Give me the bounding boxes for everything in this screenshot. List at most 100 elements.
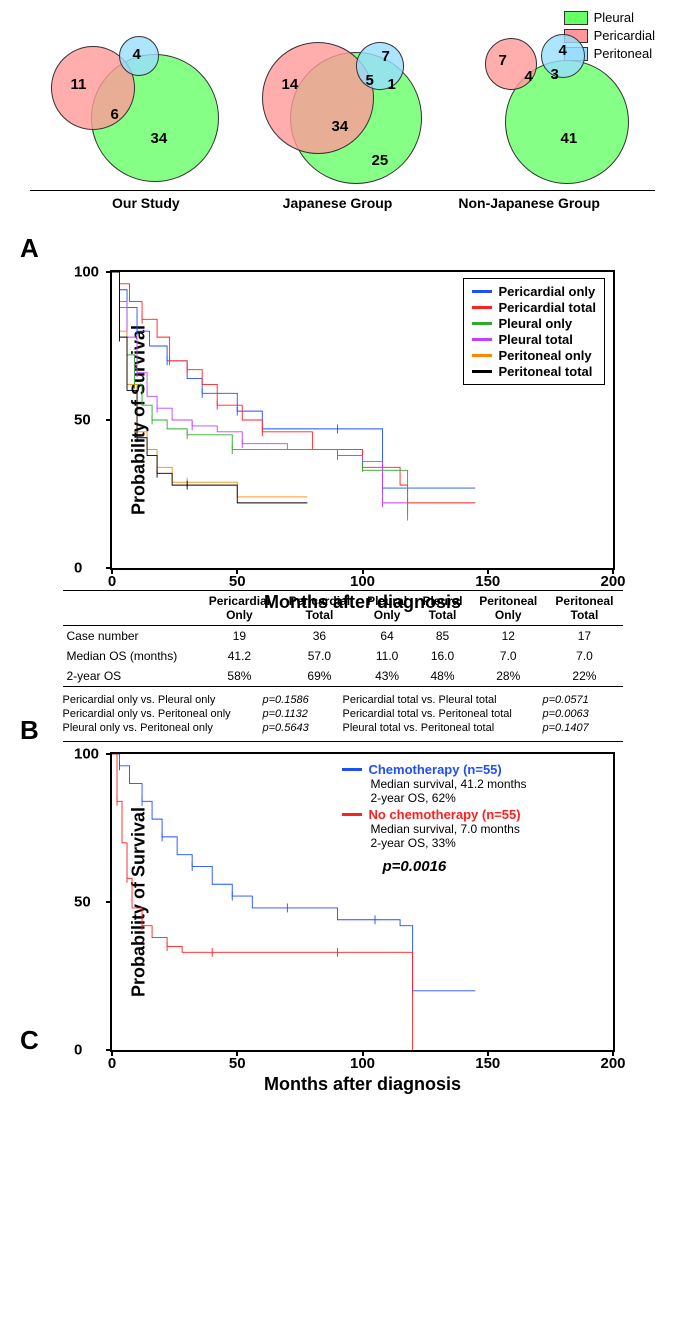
venn-count: 5 [366, 72, 374, 89]
chemo-legend-c: Chemotherapy (n=55)Median survival, 41.2… [342, 760, 526, 875]
table-cell: 16.0 [415, 646, 470, 666]
km-chart-b: Probability of Survival Months after dia… [110, 270, 615, 570]
venn-count: 34 [332, 118, 349, 135]
table-cell: 19 [199, 626, 279, 647]
table-cell: Case number [63, 626, 200, 647]
legend-detail: Median survival, 7.0 months [370, 822, 526, 836]
legend-series: Chemotherapy (n=55) [342, 762, 526, 777]
x-tick: 50 [229, 573, 246, 590]
table-cell: 22% [546, 666, 622, 687]
legend-series: No chemotherapy (n=55) [342, 807, 526, 822]
table-cell: 57.0 [279, 646, 359, 666]
table-cell: 11.0 [359, 646, 414, 666]
pvalue-c: p=0.0016 [382, 858, 526, 875]
pvalue-row: Pericardial only vs. Peritoneal onlyp=0.… [63, 707, 343, 721]
chart-legend-b: Pericardial onlyPericardial totalPleural… [463, 278, 605, 385]
legend-series: Pleural only [472, 316, 596, 331]
x-tick: 100 [350, 573, 375, 590]
table-cell: 2-year OS [63, 666, 200, 687]
x-tick: 50 [229, 1055, 246, 1072]
pvalue-row: Pericardial only vs. Pleural onlyp=0.158… [63, 693, 343, 707]
table-cell: 41.2 [199, 646, 279, 666]
table-header: PeritonealOnly [470, 591, 546, 626]
venn-caption: Our Study [50, 191, 242, 211]
venn-count: 7 [382, 48, 390, 65]
legend-series: Peritoneal only [472, 348, 596, 363]
legend-series: Pericardial only [472, 284, 596, 299]
table-cell: 64 [359, 626, 414, 647]
table-header: PeritonealTotal [546, 591, 622, 626]
x-tick: 0 [108, 573, 116, 590]
venn-group: 4 11 6 34 [33, 10, 233, 180]
km-chart-c: Probability of Survival Months after dia… [110, 752, 615, 1052]
legend-detail: Median survival, 41.2 months [370, 777, 526, 791]
table-cell: 12 [470, 626, 546, 647]
table-cell: Median OS (months) [63, 646, 200, 666]
venn-row: 411634751143425744341 [10, 10, 675, 190]
panel-a: PleuralPericardialPeritoneal 41163475114… [10, 10, 675, 260]
y-tick: 100 [74, 746, 99, 763]
venn-group: 744341 [443, 10, 643, 180]
venn-count: 25 [372, 152, 389, 169]
x-axis-label-c: Months after diagnosis [264, 1074, 461, 1095]
venn-count: 3 [551, 66, 559, 83]
table-cell: 17 [546, 626, 622, 647]
y-tick: 50 [74, 412, 91, 429]
y-tick: 100 [74, 264, 99, 281]
venn-caption: Japanese Group [242, 191, 434, 211]
venn-count: 4 [133, 46, 141, 63]
table-cell: 48% [415, 666, 470, 687]
table-cell: 43% [359, 666, 414, 687]
venn-group: 751 14 34 25 [238, 10, 438, 180]
table-cell: 85 [415, 626, 470, 647]
venn-count: 14 [282, 76, 299, 93]
venn-count: 7 [499, 52, 507, 69]
y-tick: 0 [74, 560, 82, 577]
legend-series: Peritoneal total [472, 364, 596, 379]
table-cell: 7.0 [470, 646, 546, 666]
km-series [112, 272, 307, 503]
panel-c-label: C [20, 1025, 39, 1056]
venn-count: 6 [111, 106, 119, 123]
x-tick: 0 [108, 1055, 116, 1072]
venn-count: 4 [559, 42, 567, 59]
table-cell: 36 [279, 626, 359, 647]
km-series [112, 272, 475, 503]
venn-count: 41 [561, 130, 578, 147]
legend-series: Pleural total [472, 332, 596, 347]
venn-count: 11 [71, 76, 87, 93]
legend-detail: 2-year OS, 62% [370, 791, 526, 805]
y-tick: 50 [74, 894, 91, 911]
venn-captions: Our StudyJapanese GroupNon-Japanese Grou… [30, 190, 655, 211]
pvalue-row: Pleural total vs. Peritoneal totalp=0.14… [343, 721, 623, 735]
km-series [112, 272, 408, 515]
pvalues-b: Pericardial only vs. Pleural onlyp=0.158… [63, 693, 623, 742]
y-tick: 0 [74, 1042, 82, 1059]
venn-count: 4 [525, 68, 533, 85]
x-tick: 150 [475, 573, 500, 590]
venn-caption: Non-Japanese Group [433, 191, 625, 211]
table-cell: 58% [199, 666, 279, 687]
x-tick: 150 [475, 1055, 500, 1072]
km-series [112, 272, 408, 521]
venn-count: 1 [388, 76, 396, 93]
x-axis-label-b: Months after diagnosis [264, 592, 461, 613]
pvalue-row: Pericardial total vs. Peritoneal totalp=… [343, 707, 623, 721]
x-tick: 200 [600, 1055, 625, 1072]
table-cell: 69% [279, 666, 359, 687]
km-series [112, 272, 475, 488]
pvalue-row: Pleural only vs. Peritoneal onlyp=0.5643 [63, 721, 343, 735]
x-tick: 200 [600, 573, 625, 590]
table-cell: 7.0 [546, 646, 622, 666]
venn-count: 34 [151, 130, 168, 147]
pvalue-row: Pericardial total vs. Pleural totalp=0.0… [343, 693, 623, 707]
x-tick: 100 [350, 1055, 375, 1072]
panel-b-label: B [20, 715, 39, 746]
legend-detail: 2-year OS, 33% [370, 836, 526, 850]
panel-a-label: A [20, 233, 39, 264]
legend-series: Pericardial total [472, 300, 596, 315]
table-header [63, 591, 200, 626]
table-cell: 28% [470, 666, 546, 687]
panel-b: Probability of Survival Months after dia… [10, 270, 675, 742]
panel-c: Probability of Survival Months after dia… [10, 752, 675, 1052]
